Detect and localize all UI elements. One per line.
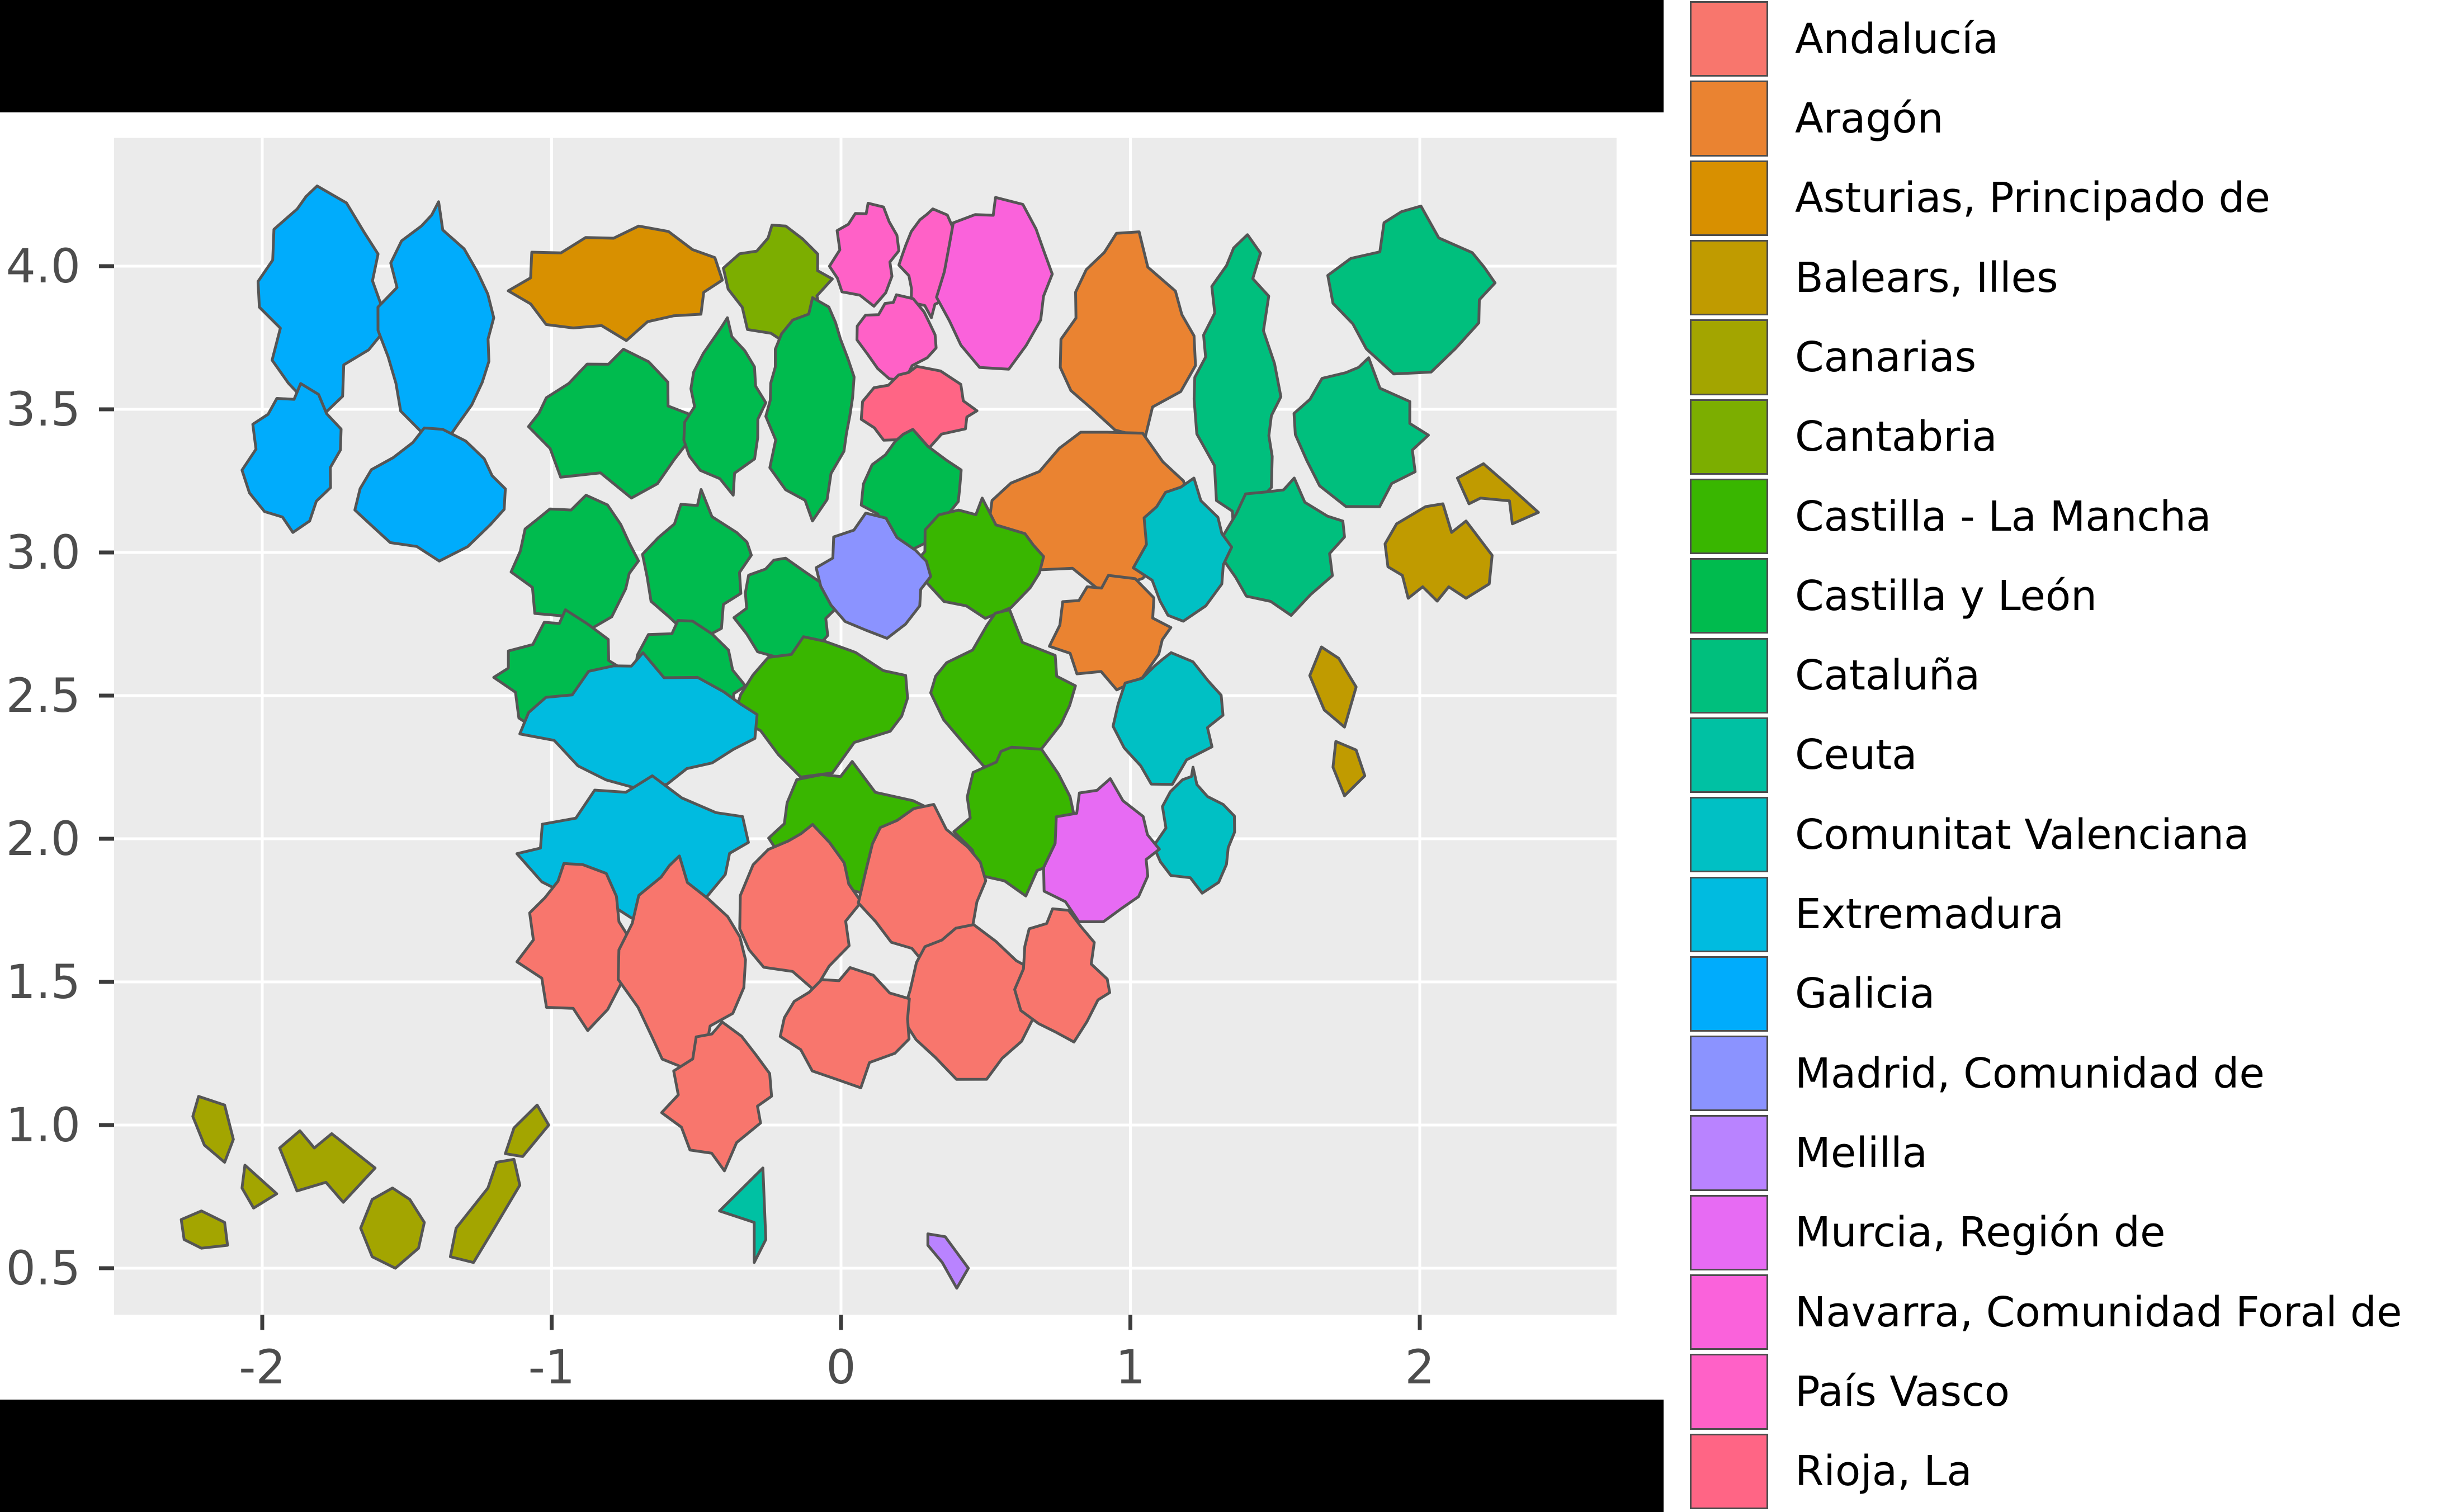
legend-label-melilla: Melilla <box>1795 1129 1928 1178</box>
legend-label-rioja-la: Rioja, La <box>1795 1447 1972 1496</box>
x-tick-label: 1 <box>1116 1340 1145 1395</box>
y-tick-label: 2.0 <box>6 811 81 866</box>
legend-swatch-murcia-region-de <box>1690 1194 1768 1270</box>
legend-label-balears-illes: Balears, Illes <box>1795 253 2058 302</box>
province-barcelona <box>1292 356 1430 508</box>
legend-label-navarra-comunidad-foral-de: Navarra, Comunidad Foral de <box>1795 1288 2402 1336</box>
legend-swatch-pais-vasco <box>1690 1354 1768 1430</box>
province-huesca <box>1059 230 1197 440</box>
province-teruel <box>1048 574 1173 692</box>
legend-label-madrid-comunidad-de: Madrid, Comunidad de <box>1795 1049 2265 1098</box>
y-tick-label: 3.0 <box>6 525 81 580</box>
legend-swatch-andalucia <box>1690 1 1768 77</box>
province-huelva <box>515 862 634 1032</box>
legend-label-cantabria: Cantabria <box>1795 413 1997 461</box>
legend-label-murcia-region-de: Murcia, Región de <box>1795 1208 2166 1257</box>
x-tick-label: -1 <box>528 1340 575 1395</box>
legend-swatch-castilla-la-mancha <box>1690 478 1768 555</box>
province-guadalajara <box>909 497 1045 620</box>
province-la-gomera <box>179 1209 229 1250</box>
province-pontevedra <box>240 382 343 534</box>
legend-swatch-cantabria <box>1690 399 1768 475</box>
legend-label-castilla-y-leon: Castilla y León <box>1795 571 2098 620</box>
y-tick-label: 2.5 <box>6 668 81 723</box>
province-formentera <box>1331 740 1367 797</box>
province-burgos <box>764 296 856 523</box>
province-ourense <box>353 426 507 563</box>
axis-labels: -2 -1 0 1 2 0.5 1.0 1.5 2.0 2.5 3.0 3.5 4.0 <box>6 239 1434 1395</box>
province-malaga <box>778 966 911 1089</box>
legend-swatch-navarra-comunidad-foral-de <box>1690 1274 1768 1350</box>
province-fuerteventura <box>448 1157 522 1264</box>
legend-swatch-aragon <box>1690 81 1768 157</box>
x-tick-label: -2 <box>239 1340 286 1395</box>
legend-swatch-castilla-y-leon <box>1690 558 1768 634</box>
legend-label-comunitat-valenciana: Comunitat Valenciana <box>1795 810 2250 859</box>
province-mallorca <box>1383 502 1494 603</box>
province-la-palma <box>191 1095 235 1164</box>
province-navarra <box>935 196 1054 371</box>
province-alicante <box>1152 766 1236 895</box>
y-tick-label: 1.5 <box>6 955 81 1009</box>
province-cadiz <box>660 1020 773 1173</box>
y-tick-label: 1.0 <box>6 1098 81 1152</box>
province-palencia <box>682 316 767 497</box>
legend-label-galicia: Galicia <box>1795 970 1935 1018</box>
axis-ticks <box>99 264 1422 1330</box>
province-valencia <box>1112 651 1225 786</box>
province-alava <box>856 293 938 382</box>
province-lanzarote <box>504 1103 550 1158</box>
legend-swatch-melilla <box>1690 1115 1768 1191</box>
province-ibiza <box>1308 645 1358 729</box>
legend-label-extremadura: Extremadura <box>1795 890 2064 939</box>
legend-label-castilla-la-mancha: Castilla - La Mancha <box>1795 492 2212 541</box>
province-almeria <box>1013 907 1111 1043</box>
legend-label-andalucia: Andalucía <box>1795 15 1999 63</box>
legend: Andalucía Aragón Asturias, Principado de Ba… <box>1664 0 2447 1512</box>
province-leon <box>527 348 692 500</box>
province-madrid <box>815 512 932 640</box>
legend-label-ceuta: Ceuta <box>1795 731 1917 779</box>
legend-swatch-comunitat-valenciana <box>1690 797 1768 873</box>
province-menorca <box>1456 462 1540 526</box>
province-toledo <box>733 635 909 779</box>
legend-label-asturias-principado-de: Asturias, Principado de <box>1795 174 2271 223</box>
province-jaen <box>857 803 988 966</box>
legend-swatch-madrid-comunidad-de <box>1690 1036 1768 1112</box>
x-tick-label: 2 <box>1405 1340 1434 1395</box>
province-cordoba <box>738 823 863 992</box>
province-murcia <box>1042 777 1161 923</box>
y-tick-label: 0.5 <box>6 1241 81 1296</box>
legend-swatch-galicia <box>1690 956 1768 1032</box>
y-tick-label: 3.5 <box>6 382 81 437</box>
province-bizkaia <box>828 201 900 308</box>
province-gran-canaria <box>359 1187 426 1270</box>
legend-swatch-ceuta <box>1690 717 1768 793</box>
province-asturias <box>507 224 724 342</box>
province-girona <box>1326 205 1497 376</box>
legend-swatch-cataluna <box>1690 637 1768 714</box>
y-tick-label: 4.0 <box>6 239 81 294</box>
province-tenerife <box>278 1129 377 1204</box>
province-melilla <box>926 1232 970 1290</box>
legend-label-pais-vasco: País Vasco <box>1795 1368 2010 1416</box>
legend-swatch-rioja-la <box>1690 1433 1768 1509</box>
x-tick-label: 0 <box>826 1340 856 1395</box>
province-tarragona <box>1221 476 1346 617</box>
legend-swatch-balears-illes <box>1690 239 1768 316</box>
letterbox-bar-bottom <box>0 1400 1664 1512</box>
legend-label-aragon: Aragón <box>1795 94 1944 143</box>
province-el-hierro <box>240 1164 278 1209</box>
province-castellon <box>1132 476 1234 623</box>
legend-swatch-canarias <box>1690 319 1768 395</box>
legend-swatch-extremadura <box>1690 876 1768 952</box>
legend-label-canarias: Canarias <box>1795 333 1977 381</box>
provinces <box>179 185 1540 1290</box>
letterbox-bar-top <box>0 0 1664 112</box>
legend-label-cataluna: Cataluña <box>1795 651 1981 700</box>
province-ceuta <box>718 1166 767 1264</box>
legend-swatch-asturias-principado-de <box>1690 160 1768 236</box>
